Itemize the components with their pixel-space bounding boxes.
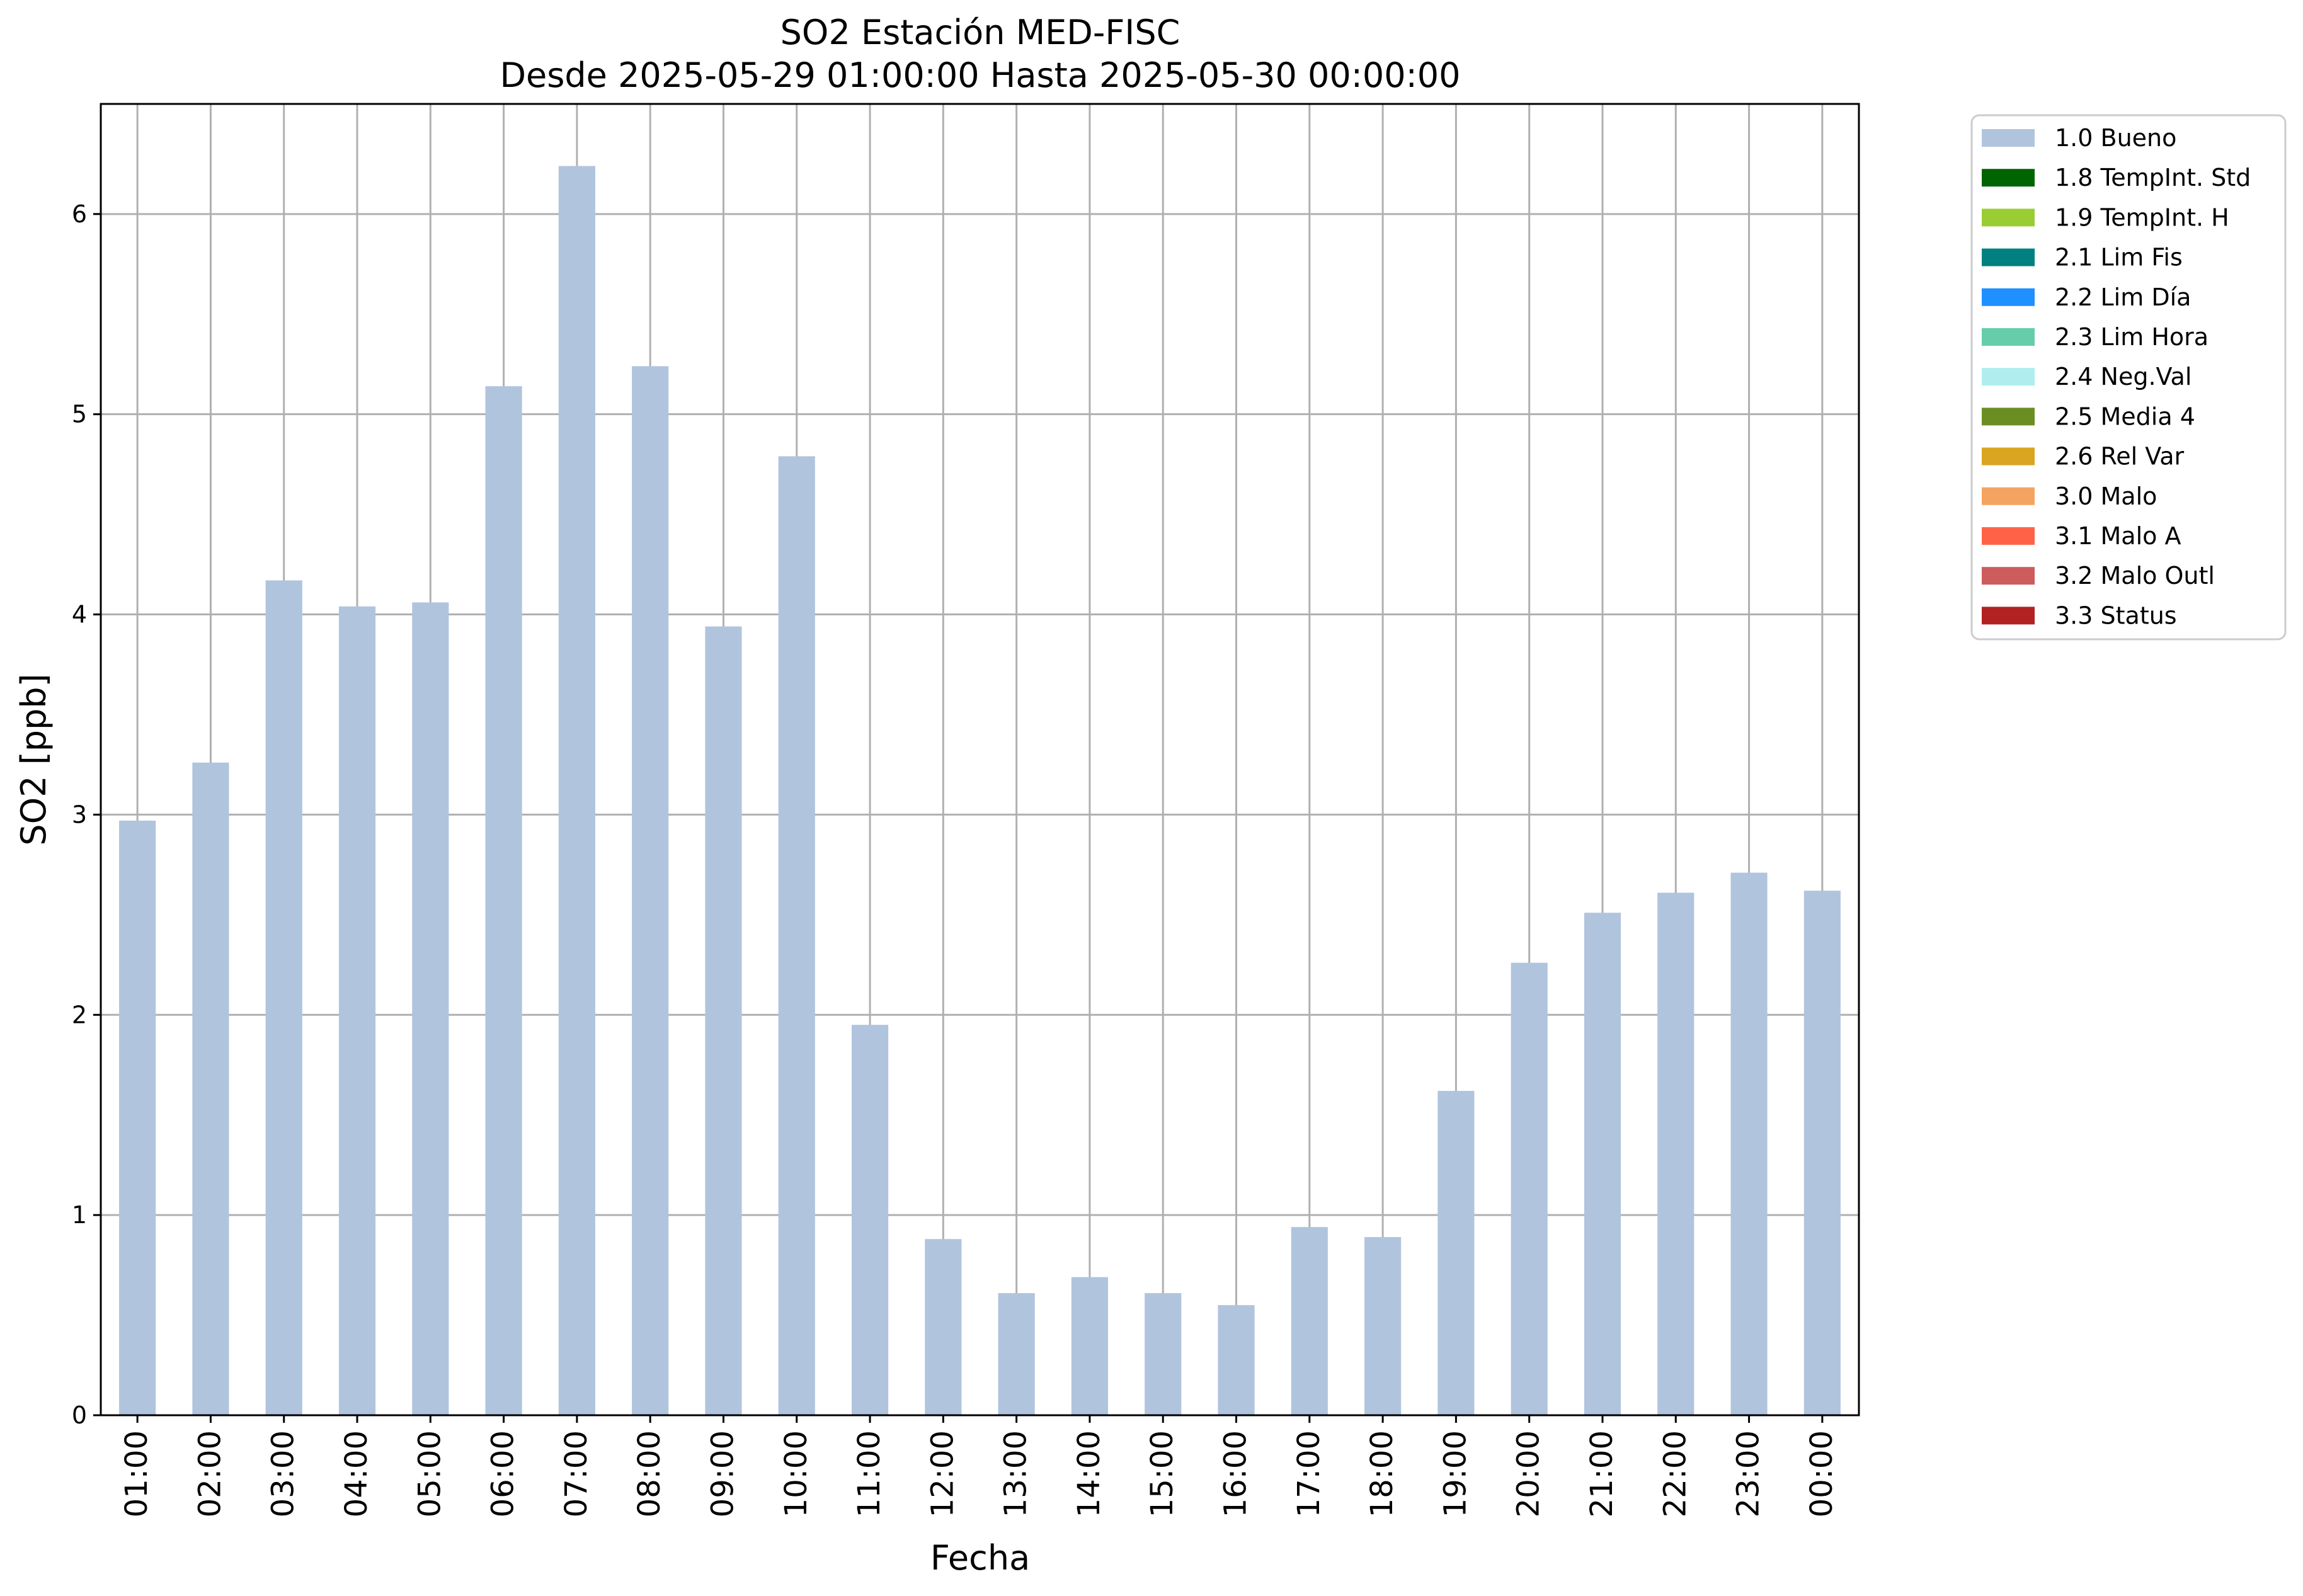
y-tick-label: 4 [72,601,87,629]
x-tick-label: 19:00 [1437,1430,1473,1517]
x-tick-label: 17:00 [1291,1430,1327,1517]
bar [558,166,595,1416]
x-tick-label: 09:00 [705,1430,740,1517]
bar [1218,1305,1255,1415]
chart-subtitle: Desde 2025-05-29 01:00:00 Hasta 2025-05-… [500,55,1460,95]
bar [632,366,669,1415]
x-tick-label: 08:00 [632,1430,667,1517]
bar [1511,962,1548,1415]
bar [705,626,742,1416]
bar [1364,1237,1402,1415]
x-tick-label: 13:00 [998,1430,1034,1517]
x-tick-label: 23:00 [1731,1430,1766,1517]
bar [1803,891,1841,1415]
bar [192,762,229,1415]
bar [1145,1293,1182,1415]
x-tick-label: 02:00 [192,1430,227,1517]
bar [1657,892,1694,1415]
y-tick-label: 0 [72,1401,87,1429]
bar [1437,1091,1475,1415]
bar [1584,913,1621,1415]
bar [265,580,302,1416]
bar [998,1293,1035,1415]
legend-swatch [1982,607,2035,625]
x-tick-label: 03:00 [266,1430,301,1517]
legend-swatch [1982,208,2035,227]
legend-swatch [1982,368,2035,386]
y-tick-label: 1 [72,1201,87,1229]
y-axis-ticks: 0 1 2 3 4 5 6 [72,200,101,1429]
x-tick-label: 07:00 [559,1430,594,1517]
x-tick-label: 11:00 [852,1430,887,1517]
bar [851,1025,889,1415]
x-tick-label: 15:00 [1145,1430,1180,1517]
bar [485,386,522,1415]
x-tick-label: 12:00 [925,1430,960,1517]
x-tick-label: 04:00 [339,1430,374,1517]
legend-swatch [1982,129,2035,147]
legend-swatch [1982,567,2035,585]
x-tick-label: 00:00 [1804,1430,1839,1517]
x-tick-label: 20:00 [1511,1430,1546,1517]
bar [1071,1277,1109,1415]
legend-label: 2.1 Lim Fis [2055,244,2183,271]
bar [1291,1227,1328,1415]
legend: 1.0 Bueno 1.8 TempInt. Std 1.9 TempInt. H 2… [1970,114,2287,641]
x-axis-label: Fecha [930,1538,1030,1578]
x-tick-label: 16:00 [1218,1430,1254,1517]
x-tick-label: 21:00 [1584,1430,1620,1517]
legend-swatch [1982,328,2035,346]
legend-swatch [1982,447,2035,465]
x-tick-label: 18:00 [1364,1430,1400,1517]
legend-swatch [1982,408,2035,426]
legend-label: 2.4 Neg.Val [2055,363,2192,390]
bar [338,606,376,1415]
legend-frame [1970,114,2287,641]
bar [1730,872,1768,1415]
y-tick-label: 5 [72,401,87,428]
legend-swatch [1982,248,2035,266]
legend-label: 2.3 Lim Hora [2055,323,2209,351]
legend-label: 3.0 Malo [2055,482,2157,510]
x-tick-label: 10:00 [779,1430,814,1517]
x-axis-ticks: 01:00 02:00 03:00 04:00 05:00 06:00 07:00 08:00… [119,1415,1839,1517]
x-tick-label: 22:00 [1657,1430,1693,1517]
legend-label: 1.0 Bueno [2055,124,2176,152]
bar [925,1239,962,1415]
x-tick-label: 01:00 [119,1430,154,1517]
legend-label: 2.2 Lim Día [2055,283,2191,311]
legend-label: 2.6 Rel Var [2055,443,2185,470]
legend-label: 1.9 TempInt. H [2055,203,2229,231]
legend-label: 2.5 Media 4 [2055,402,2195,430]
legend-swatch [1982,487,2035,505]
legend-label: 1.8 TempInt. Std [2055,164,2251,191]
y-tick-label: 6 [72,200,87,228]
chart-title: SO2 Estación MED-FISC [780,13,1180,52]
legend-label: 3.1 Malo A [2055,522,2181,550]
bar [119,820,156,1415]
x-tick-label: 05:00 [412,1430,447,1517]
bar [412,602,449,1416]
bar [778,456,815,1415]
x-tick-label: 14:00 [1071,1430,1107,1517]
y-tick-label: 3 [72,801,87,828]
y-tick-label: 2 [72,1001,87,1029]
legend-swatch [1982,527,2035,545]
legend-label: 3.2 Malo Outl [2055,562,2215,590]
legend-swatch [1982,169,2035,187]
plot-area-frame [100,103,1860,1416]
y-axis-label: SO2 [ppb] [14,673,54,845]
bars [119,166,1841,1416]
x-tick-label: 06:00 [486,1430,521,1517]
legend-swatch [1982,288,2035,306]
legend-label: 3.3 Status [2055,601,2177,629]
